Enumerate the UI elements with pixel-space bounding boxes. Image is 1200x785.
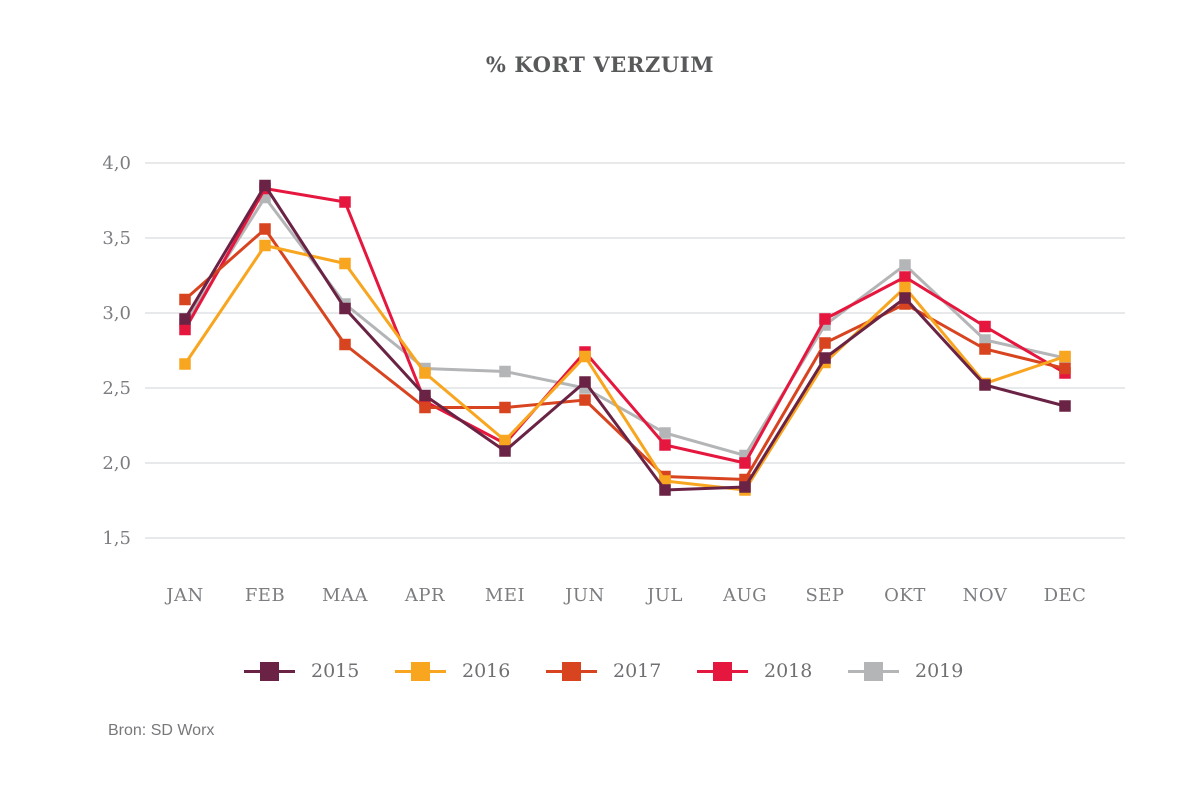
marker-2018-AUG <box>739 457 751 469</box>
line-chart: 4,0 3,5 3,0 2,5 2,0 1,5 JAN FEB MAA APR MEI JUN JUL A… <box>102 153 1125 606</box>
marker-2016-APR <box>419 367 431 379</box>
x-tick-label: DEC <box>1044 585 1087 606</box>
marker-2018-SEP <box>819 313 831 325</box>
legend-marker-2016 <box>395 661 446 681</box>
x-tick-label: AUG <box>722 585 767 606</box>
series-line-2016 <box>183 243 1066 492</box>
y-tick-label: 2,5 <box>102 378 131 399</box>
legend-marker-2019 <box>848 661 899 681</box>
marker-2017-JUN <box>579 394 591 406</box>
marker-2017-JAN <box>179 293 191 306</box>
marker-2015-JUL <box>659 484 671 496</box>
legend-square <box>260 661 279 681</box>
series-line-2015 <box>183 182 1066 492</box>
marker-2016-MAA <box>339 257 351 270</box>
legend-marker-2017 <box>546 661 597 681</box>
y-tick-label: 4,0 <box>102 153 131 174</box>
x-tick-label: APR <box>404 585 445 606</box>
x-tick-label: NOV <box>963 585 1008 606</box>
x-tick-label: JUN <box>563 585 605 606</box>
chart-title: % KORT VERZUIM <box>485 52 715 77</box>
marker-2017-SEP <box>819 337 831 349</box>
marker-2015-NOV <box>979 379 991 391</box>
legend-item-2017: 2017 <box>546 660 661 682</box>
y-tick-label: 1,5 <box>102 528 131 549</box>
marker-2017-DEC <box>1059 362 1071 375</box>
chart-legend: 2015 2016 2017 2018 2019 <box>244 657 963 685</box>
marker-2015-SEP <box>819 352 831 364</box>
marker-2017-NOV <box>979 343 991 355</box>
marker-2019-SEP <box>819 319 831 331</box>
marker-2015-DEC <box>1059 400 1071 412</box>
marker-2016-FEB <box>259 239 271 252</box>
legend-label: 2018 <box>764 660 813 682</box>
legend-square <box>411 661 430 681</box>
legend-label: 2019 <box>915 660 964 682</box>
legend-square <box>713 661 732 681</box>
legend-square <box>864 661 883 681</box>
marker-2017-OKT <box>899 298 911 310</box>
marker-2018-OKT <box>899 271 911 283</box>
marker-2019-FEB <box>259 191 271 204</box>
legend-marker-2018 <box>697 661 748 681</box>
legend-square <box>562 661 581 681</box>
marker-2019-OKT <box>899 259 911 271</box>
marker-2016-JAN <box>179 358 191 370</box>
x-tick-label: MAA <box>322 585 368 606</box>
marker-2016-DEC <box>1059 350 1071 363</box>
marker-2015-MEI <box>499 445 511 457</box>
marker-2018-JAN <box>179 323 191 336</box>
marker-2016-MEI <box>499 434 511 447</box>
marker-2017-MAA <box>339 338 351 351</box>
marker-2018-MAA <box>339 196 351 208</box>
marker-2015-OKT <box>899 292 911 304</box>
x-tick-label: MEI <box>485 585 525 606</box>
legend-item-2015: 2015 <box>244 660 359 682</box>
marker-2019-MEI <box>499 365 511 378</box>
marker-2016-OKT <box>899 281 911 294</box>
marker-2017-APR <box>419 401 431 414</box>
x-tick-label: SEP <box>805 585 844 606</box>
marker-2015-FEB <box>259 179 271 192</box>
marker-2016-JUN <box>579 350 591 363</box>
marker-2019-JUN <box>579 382 591 394</box>
marker-2015-JUN <box>579 376 591 388</box>
marker-2015-APR <box>419 389 431 402</box>
marker-2019-AUG <box>739 449 751 462</box>
marker-2015-JAN <box>179 313 191 325</box>
legend-item-2016: 2016 <box>395 660 510 682</box>
y-tick-label: 2,0 <box>102 453 131 474</box>
marker-2015-AUG <box>739 481 751 493</box>
marker-2017-AUG <box>739 473 751 486</box>
y-tick-label: 3,5 <box>102 228 131 249</box>
legend-item-2019: 2019 <box>848 660 963 682</box>
x-tick-label: FEB <box>245 585 285 606</box>
x-tick-label: OKT <box>884 585 926 606</box>
marker-2019-NOV <box>979 334 991 346</box>
marker-2017-MEI <box>499 401 511 414</box>
marker-2019-JUL <box>659 427 671 439</box>
x-tick-label: JUL <box>645 585 683 606</box>
legend-label: 2016 <box>462 660 511 682</box>
marker-2018-APR <box>419 395 431 408</box>
legend-label: 2015 <box>311 660 360 682</box>
marker-2018-JUL <box>659 439 671 451</box>
source-note: Bron: SD Worx <box>108 722 215 739</box>
legend-item-2018: 2018 <box>697 660 812 682</box>
legend-marker-2015 <box>244 661 295 681</box>
x-tick-label: JAN <box>164 585 203 606</box>
marker-2015-MAA <box>339 302 351 315</box>
series-line-2018 <box>183 186 1066 465</box>
marker-2018-NOV <box>979 320 991 333</box>
legend-label: 2017 <box>613 660 662 682</box>
marker-2016-JUL <box>659 475 671 487</box>
marker-2017-FEB <box>259 223 271 235</box>
y-tick-label: 3,0 <box>102 303 131 324</box>
